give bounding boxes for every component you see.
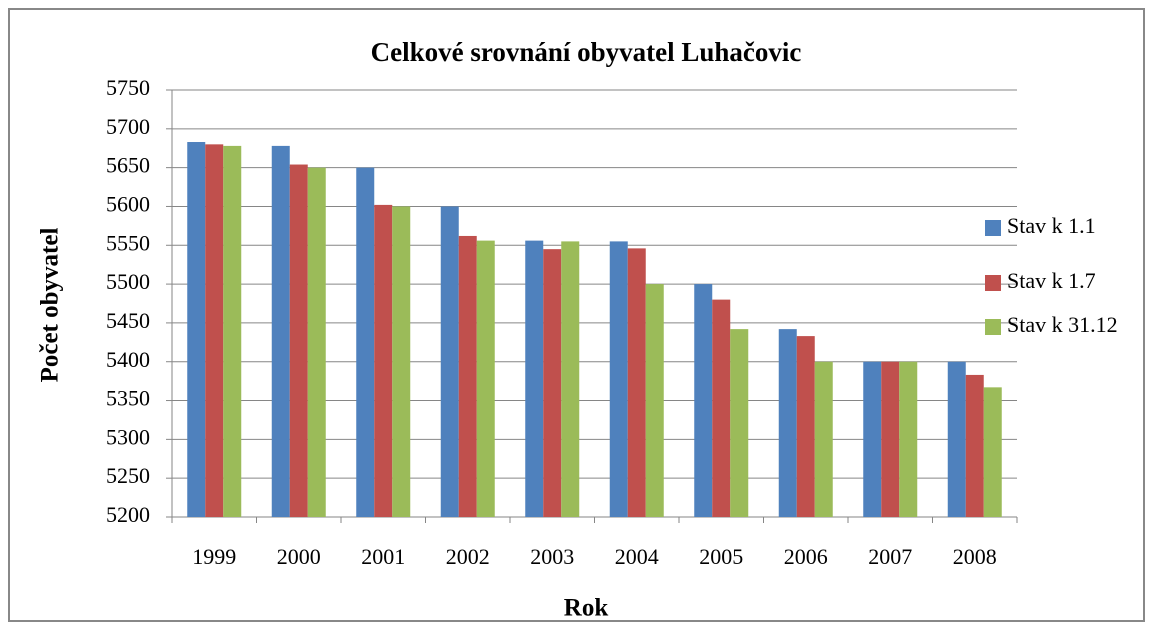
bar — [627, 248, 646, 518]
bar — [814, 361, 833, 517]
x-tick-label: 2004 — [615, 544, 659, 569]
bar — [712, 299, 731, 517]
bar — [356, 167, 375, 518]
legend-swatch — [985, 275, 1001, 291]
legend-swatch — [985, 220, 1001, 236]
bar — [374, 204, 393, 517]
y-tick-label: 5750 — [106, 75, 150, 100]
x-tick-label: 2000 — [277, 544, 321, 569]
bar — [289, 164, 308, 517]
y-tick-label: 5600 — [106, 192, 150, 217]
y-tick-label: 5550 — [106, 230, 150, 255]
x-tick-label: 2003 — [530, 544, 574, 569]
legend-label: Stav k 31.12 — [1007, 312, 1118, 337]
y-tick-label: 5300 — [106, 424, 150, 449]
bar — [307, 167, 326, 518]
bar — [187, 142, 206, 517]
bar — [561, 241, 580, 517]
legend-label: Stav k 1.7 — [1007, 268, 1096, 293]
bar — [525, 240, 544, 517]
y-tick-label: 5500 — [106, 269, 150, 294]
x-axis-label: Rok — [564, 595, 609, 622]
x-tick-label: 2005 — [699, 544, 743, 569]
bar — [271, 145, 290, 517]
bar — [730, 329, 749, 517]
bar — [965, 374, 984, 517]
bar — [440, 206, 459, 518]
y-tick-label: 5450 — [106, 308, 150, 333]
legend-swatch — [985, 319, 1001, 335]
bar — [796, 336, 815, 517]
y-tick-label: 5350 — [106, 386, 150, 411]
legend-label: Stav k 1.1 — [1007, 213, 1096, 238]
bar — [778, 329, 797, 517]
x-tick-label: 2002 — [446, 544, 490, 569]
y-tick-label: 5650 — [106, 153, 150, 178]
y-tick-label: 5700 — [106, 114, 150, 139]
bar — [392, 206, 411, 518]
y-tick-label: 5250 — [106, 463, 150, 488]
bar — [645, 284, 664, 517]
y-tick-label: 5200 — [106, 502, 150, 527]
y-axis-label: Počet obyvatel — [37, 228, 64, 383]
x-tick-label: 2001 — [361, 544, 405, 569]
y-tick-label: 5400 — [106, 347, 150, 372]
bar — [899, 361, 918, 517]
bar — [476, 240, 495, 517]
x-tick-label: 1999 — [192, 544, 236, 569]
bar — [543, 249, 562, 517]
bar — [863, 361, 882, 517]
bar — [983, 387, 1002, 517]
bar — [223, 145, 242, 517]
x-tick-label: 2006 — [784, 544, 828, 569]
x-tick-label: 2008 — [953, 544, 997, 569]
bar — [947, 361, 966, 517]
bar — [458, 235, 477, 517]
chart-title: Celkové srovnání obyvatel Luhačovic — [371, 37, 802, 67]
bar — [609, 241, 628, 517]
x-tick-label: 2007 — [868, 544, 912, 569]
bar — [881, 361, 900, 517]
bar — [205, 144, 224, 517]
bar — [694, 284, 713, 517]
